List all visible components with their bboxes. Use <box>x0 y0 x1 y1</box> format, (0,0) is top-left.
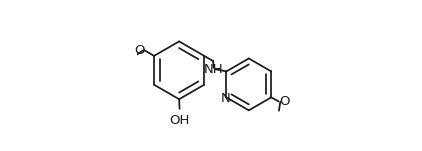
Text: O: O <box>279 95 290 108</box>
Text: N: N <box>221 92 230 105</box>
Text: NH: NH <box>203 63 223 76</box>
Text: OH: OH <box>169 114 189 127</box>
Text: O: O <box>134 44 144 57</box>
